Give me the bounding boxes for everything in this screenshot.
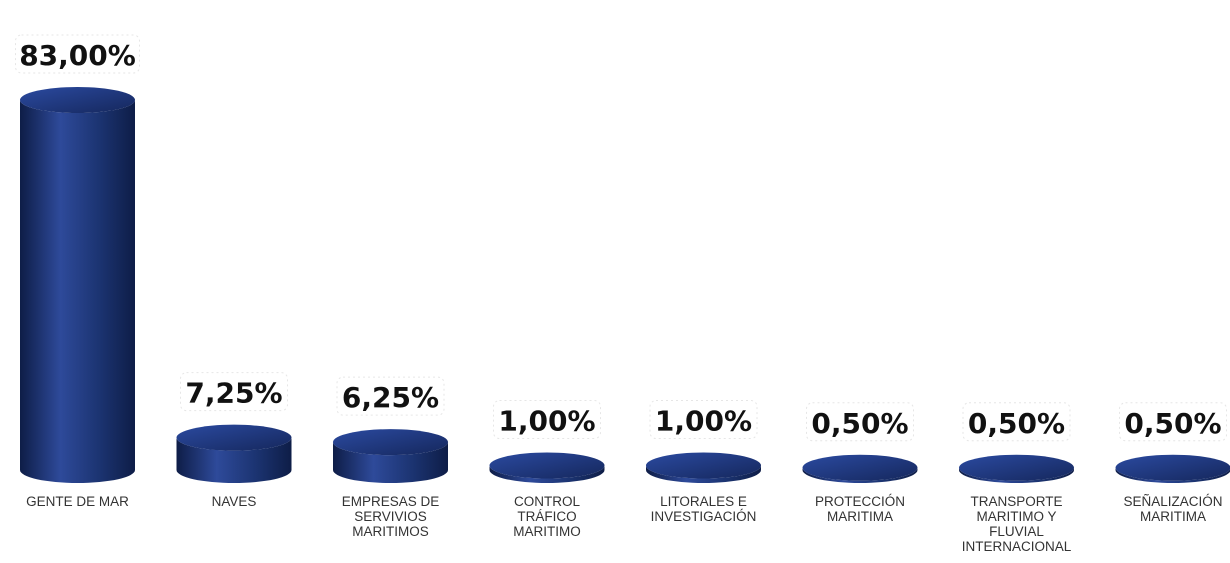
bars-layer bbox=[20, 87, 1230, 483]
bar bbox=[802, 454, 918, 483]
category-label: LITORALES E INVESTIGACIÓN bbox=[651, 494, 757, 524]
category-label: TRANSPORTE MARITIMO Y FLUVIAL INTERNACIONAL bbox=[962, 494, 1072, 554]
value-label: 1,00% bbox=[655, 405, 752, 438]
bar-body bbox=[20, 100, 135, 483]
bar-body bbox=[646, 465, 761, 483]
category-label: PROTECCIÓN MARITIMA bbox=[815, 494, 905, 524]
bar bbox=[20, 87, 135, 483]
labels-layer: 83,00% GENTE DE MAR 7,25% NAVES 6,25% EMPRESA… bbox=[15, 34, 1227, 554]
category-label: EMPRESAS DE SERVIVIOS MARITIMOS bbox=[342, 494, 440, 539]
category-label: GENTE DE MAR bbox=[26, 494, 129, 509]
bar-body bbox=[959, 467, 1074, 483]
bar-body bbox=[802, 467, 918, 483]
bar bbox=[489, 452, 605, 483]
bar-body bbox=[489, 465, 605, 483]
value-label-box bbox=[649, 400, 758, 440]
bar-body bbox=[176, 437, 292, 483]
category-label: NAVES bbox=[212, 494, 257, 509]
bar bbox=[1115, 454, 1230, 483]
category-label: SEÑALIZACIÓN MARITIMA bbox=[1123, 494, 1222, 524]
bar-top bbox=[1115, 454, 1230, 481]
value-label: 7,25% bbox=[185, 377, 282, 410]
bar-top bbox=[333, 429, 448, 456]
bar-body bbox=[1115, 467, 1230, 483]
value-label: 0,50% bbox=[1124, 407, 1221, 440]
value-label-box bbox=[493, 400, 601, 440]
bar-body bbox=[333, 442, 448, 483]
value-label-box bbox=[1119, 402, 1227, 442]
value-label-box bbox=[336, 376, 445, 416]
value-label: 0,50% bbox=[968, 407, 1065, 440]
bar bbox=[333, 429, 448, 483]
value-label-box bbox=[180, 372, 288, 412]
category-label: CONTROL TRÁFICO MARITIMO bbox=[513, 494, 581, 539]
bar-top bbox=[489, 452, 605, 479]
bar-top bbox=[646, 452, 761, 479]
bar-top bbox=[959, 454, 1074, 481]
bar bbox=[176, 424, 292, 483]
value-label-box bbox=[962, 402, 1071, 442]
bar-top bbox=[176, 424, 292, 451]
value-label-box bbox=[806, 402, 914, 442]
value-label: 1,00% bbox=[498, 405, 595, 438]
value-label: 83,00% bbox=[19, 39, 136, 72]
value-label: 0,50% bbox=[811, 407, 908, 440]
value-label-box bbox=[15, 34, 140, 74]
value-label: 6,25% bbox=[342, 381, 439, 414]
bar bbox=[959, 454, 1074, 483]
bar bbox=[646, 452, 761, 483]
bar-top bbox=[20, 87, 135, 113]
bar-top bbox=[802, 454, 918, 481]
